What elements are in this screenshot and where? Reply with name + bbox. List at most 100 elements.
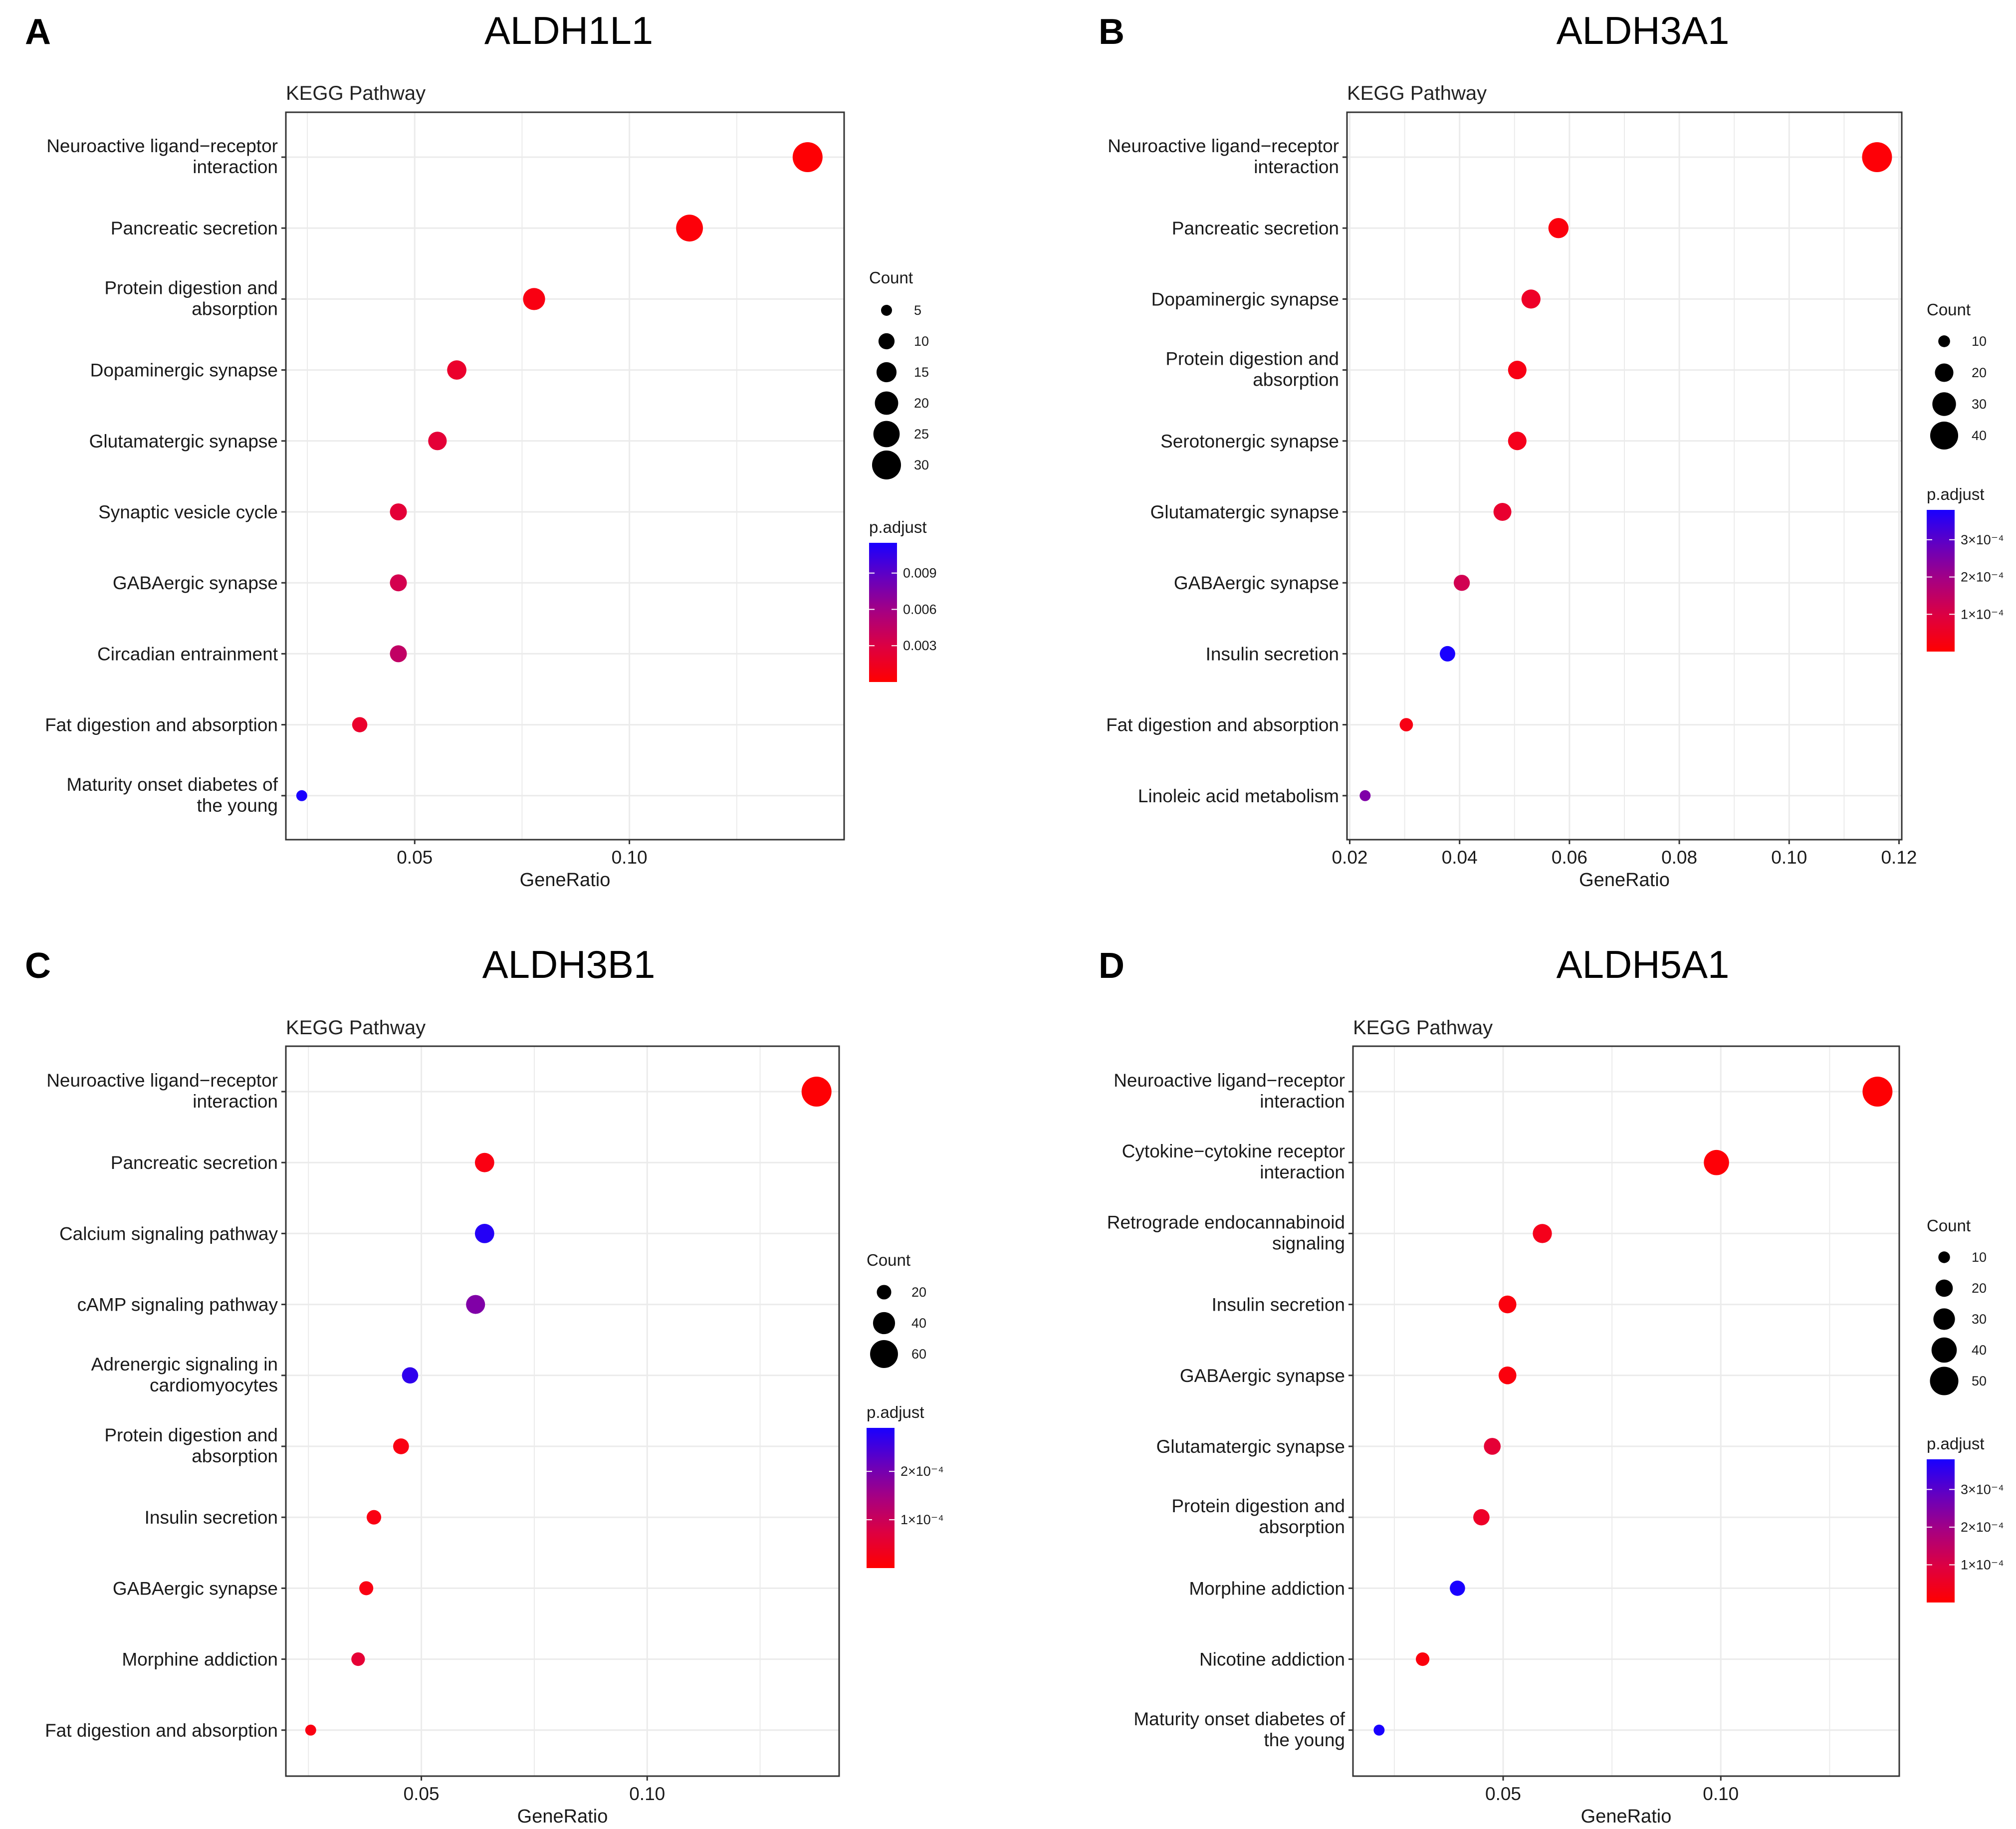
y-tick-label-line: absorption bbox=[192, 298, 278, 319]
x-tick-label: 0.06 bbox=[1552, 847, 1587, 868]
size-legend-label: 40 bbox=[1972, 428, 1987, 443]
panel-letter: A bbox=[25, 12, 51, 52]
y-tick-label-line: Neuroactive ligand−receptor bbox=[46, 1070, 278, 1091]
plot-subtitle: KEGG Pathway bbox=[286, 82, 426, 104]
data-point bbox=[447, 360, 466, 380]
color-legend-label: 2×10⁻⁴ bbox=[1961, 1520, 2004, 1535]
plot-border bbox=[1352, 1045, 1900, 1777]
y-tick-label-line: Neuroactive ligand−receptor bbox=[1108, 136, 1339, 156]
data-point bbox=[305, 1724, 316, 1736]
data-point bbox=[1862, 142, 1892, 172]
color-legend-label: 3×10⁻⁴ bbox=[1961, 1482, 2004, 1497]
y-tick-label: Retrograde endocannabinoid signaling bbox=[1107, 1212, 1345, 1253]
panel-b: B ALDH3A1 KEGG Pathway Neuroactive ligand−r… bbox=[1099, 8, 2004, 891]
panel-a: A ALDH1L1 KEGG Pathway Neuroactive ligand−r… bbox=[25, 8, 937, 891]
size-legend-key bbox=[1935, 363, 1954, 382]
y-tick-label: Pancreatic secretion bbox=[111, 218, 278, 238]
panel-letter: D bbox=[1099, 946, 1124, 986]
y-tick-label-line: interaction bbox=[1260, 1162, 1345, 1182]
x-tick-label: 0.05 bbox=[1485, 1784, 1521, 1804]
data-point bbox=[1498, 1366, 1517, 1384]
y-tick-label: Protein digestion and absorption bbox=[1171, 1496, 1345, 1537]
size-legend-label: 25 bbox=[914, 427, 929, 442]
data-point bbox=[1508, 361, 1527, 380]
y-tick-label: Fat digestion and absorption bbox=[45, 1720, 278, 1741]
y-tick-label: Pancreatic secretion bbox=[1172, 218, 1339, 238]
data-point bbox=[390, 574, 407, 592]
panel-c: C ALDH3B1 KEGG Pathway Neuroactive ligand−r… bbox=[25, 942, 944, 1827]
x-axis-label: GeneRatio bbox=[1579, 870, 1670, 891]
panel-letter: C bbox=[25, 946, 51, 986]
size-legend-title: Count bbox=[1927, 300, 1971, 319]
color-legend-bar bbox=[867, 1428, 895, 1568]
panel-d: D ALDH5A1 KEGG Pathway Neuroactive ligand−r… bbox=[1099, 942, 2004, 1827]
color-legend-title: p.adjust bbox=[867, 1403, 924, 1421]
y-tick-label: Calcium signaling pathway bbox=[59, 1223, 278, 1244]
x-tick-label: 0.08 bbox=[1661, 847, 1697, 868]
size-legend-key bbox=[873, 421, 900, 448]
size-legend-label: 40 bbox=[1972, 1343, 1987, 1358]
y-tick-label-line: Cytokine−cytokine receptor bbox=[1122, 1141, 1345, 1161]
data-point bbox=[1399, 718, 1413, 731]
data-point bbox=[393, 1438, 409, 1454]
data-point bbox=[1533, 1224, 1552, 1243]
size-legend-key bbox=[1930, 1367, 1959, 1395]
data-point bbox=[390, 645, 407, 663]
color-legend-bar bbox=[1927, 1459, 1955, 1602]
size-legend-key bbox=[875, 391, 898, 415]
y-tick-label: Morphine addiction bbox=[1189, 1578, 1345, 1599]
y-tick-label-line: the young bbox=[1264, 1730, 1345, 1750]
size-legend-label: 20 bbox=[914, 396, 929, 411]
data-point bbox=[1453, 575, 1470, 591]
y-tick-label-line: Protein digestion and bbox=[1165, 349, 1339, 369]
size-legend-key bbox=[1935, 1279, 1953, 1297]
size-legend-key bbox=[870, 1340, 898, 1368]
panel-title: ALDH5A1 bbox=[1557, 942, 1730, 986]
data-point bbox=[1493, 503, 1512, 521]
y-tick-label: Insulin secretion bbox=[1206, 644, 1339, 664]
x-tick-label: 0.10 bbox=[1703, 1784, 1739, 1804]
y-tick-label-line: Retrograde endocannabinoid bbox=[1107, 1212, 1345, 1232]
y-tick-label: Serotonergic synapse bbox=[1160, 431, 1339, 452]
x-axis-label: GeneRatio bbox=[1581, 1806, 1672, 1827]
size-legend-label: 15 bbox=[914, 365, 929, 380]
color-legend-title: p.adjust bbox=[1927, 485, 1985, 503]
y-tick-label: Dopaminergic synapse bbox=[1151, 289, 1339, 309]
plot-border bbox=[285, 1045, 840, 1777]
data-point bbox=[1359, 790, 1371, 801]
size-legend-title: Count bbox=[867, 1251, 910, 1269]
y-tick-label-line: interaction bbox=[1254, 157, 1339, 177]
size-legend-title: Count bbox=[869, 268, 913, 287]
panel-title: ALDH3A1 bbox=[1557, 8, 1730, 52]
color-legend-label: 0.006 bbox=[903, 602, 937, 617]
size-legend-title: Count bbox=[1927, 1216, 1971, 1235]
size-legend-key bbox=[876, 362, 897, 383]
data-point bbox=[523, 288, 545, 310]
data-point bbox=[366, 1510, 382, 1525]
plot-subtitle: KEGG Pathway bbox=[1353, 1017, 1493, 1039]
y-tick-label-line: absorption bbox=[1259, 1517, 1345, 1537]
color-legend-bar bbox=[869, 543, 897, 682]
color-legend-title: p.adjust bbox=[869, 518, 927, 536]
size-legend-label: 10 bbox=[1972, 334, 1987, 349]
data-point bbox=[296, 790, 307, 801]
size-legend-label: 30 bbox=[914, 457, 929, 472]
x-tick-label: 0.12 bbox=[1881, 847, 1917, 868]
y-tick-label: Adrenergic signaling in cardiomyocytes bbox=[91, 1354, 278, 1395]
size-legend-key bbox=[881, 305, 892, 316]
size-legend-label: 50 bbox=[1972, 1373, 1987, 1388]
x-tick-label: 0.04 bbox=[1442, 847, 1478, 868]
y-tick-label: Circadian entrainment bbox=[97, 644, 278, 664]
size-legend-label: 30 bbox=[1972, 397, 1987, 412]
x-tick-label: 0.10 bbox=[1771, 847, 1807, 868]
size-legend-label: 20 bbox=[1972, 1281, 1987, 1296]
y-tick-label: Fat digestion and absorption bbox=[1106, 715, 1339, 735]
size-legend-label: 20 bbox=[911, 1285, 926, 1300]
y-tick-label: Glutamatergic synapse bbox=[1156, 1436, 1345, 1457]
y-tick-label: Pancreatic secretion bbox=[111, 1152, 278, 1173]
y-tick-label-line: cardiomyocytes bbox=[150, 1375, 278, 1395]
y-tick-label: Morphine addiction bbox=[122, 1649, 278, 1670]
color-legend-label: 0.009 bbox=[903, 566, 937, 581]
plot-subtitle: KEGG Pathway bbox=[1347, 82, 1487, 104]
data-point bbox=[359, 1581, 374, 1596]
